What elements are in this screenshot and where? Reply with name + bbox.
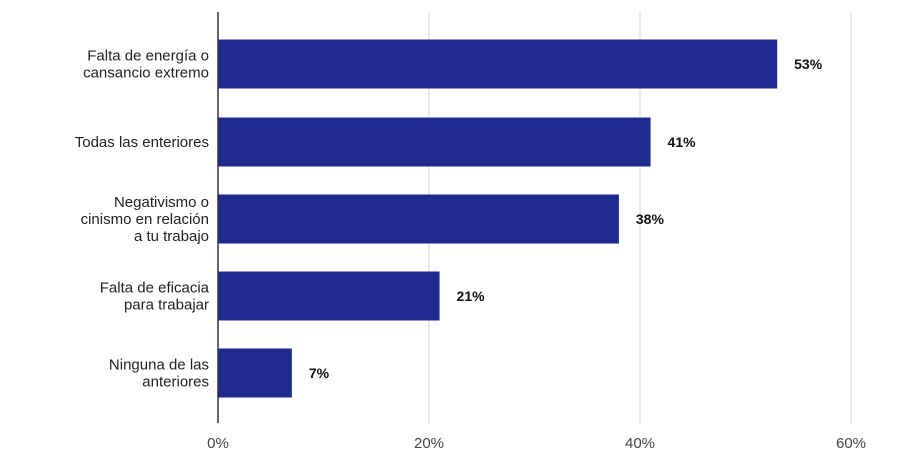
category-label-line: cinismo en relación — [81, 211, 209, 228]
category-labels: Falta de energía o cansancio extremo Todas… — [75, 48, 210, 391]
category-label-line: anteriores — [142, 374, 209, 391]
bar — [218, 271, 440, 321]
category-label-line: para trabajar — [124, 297, 209, 314]
value-label: 41% — [668, 134, 697, 150]
category-label-line: Falta de energía o — [87, 48, 209, 65]
bar — [218, 348, 292, 398]
category-label: Falta de energía o cansancio extremo — [83, 48, 209, 82]
category-label-line: Todas las enteriores — [75, 134, 209, 151]
category-label-line: a tu trabajo — [134, 228, 209, 245]
value-label: 53% — [794, 56, 823, 72]
value-label: 38% — [636, 211, 665, 227]
x-tick-label: 0% — [207, 435, 229, 452]
category-label: Ninguna de las anteriores — [109, 357, 209, 391]
bars — [218, 39, 778, 398]
category-label-line: Ninguna de las — [109, 357, 209, 374]
category-label-line: Negativismo o — [114, 194, 209, 211]
x-tick-label: 20% — [414, 435, 444, 452]
x-tick-label: 60% — [836, 435, 866, 452]
category-label: Negativismo o cinismo en relación a tu tra… — [81, 194, 209, 245]
x-tick-label: 40% — [625, 435, 655, 452]
category-label: Todas las enteriores — [75, 134, 209, 151]
value-label: 7% — [309, 365, 330, 381]
category-label: Falta de eficacia para trabajar — [100, 280, 210, 314]
value-labels: 53% 41% 38% 21% 7% — [309, 56, 823, 381]
bar — [218, 39, 778, 89]
category-label-line: cansancio extremo — [83, 65, 209, 82]
value-label: 21% — [457, 288, 486, 304]
x-axis-ticks: 0% 20% 40% 60% — [207, 435, 866, 452]
bar — [218, 194, 619, 244]
category-label-line: Falta de eficacia — [100, 280, 210, 297]
bar — [218, 117, 651, 167]
